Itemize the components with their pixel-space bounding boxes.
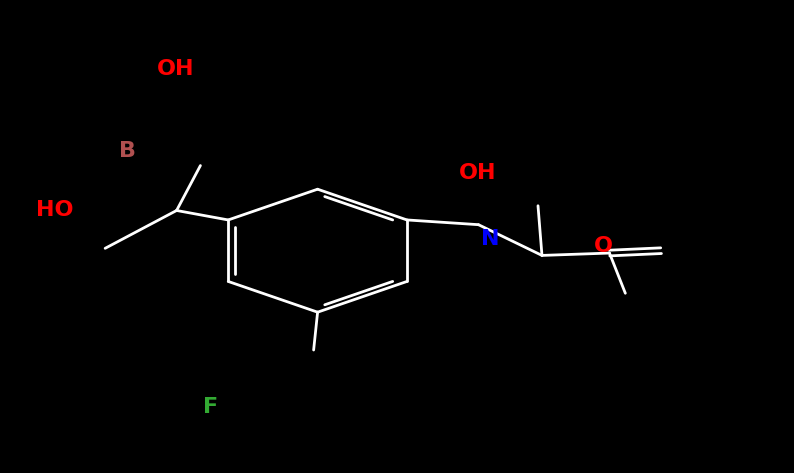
Text: O: O (594, 236, 613, 256)
Text: OH: OH (459, 163, 496, 183)
Text: F: F (202, 397, 218, 417)
Text: N: N (481, 229, 500, 249)
Text: B: B (118, 141, 136, 161)
Text: OH: OH (156, 59, 194, 79)
Text: HO: HO (36, 201, 73, 220)
